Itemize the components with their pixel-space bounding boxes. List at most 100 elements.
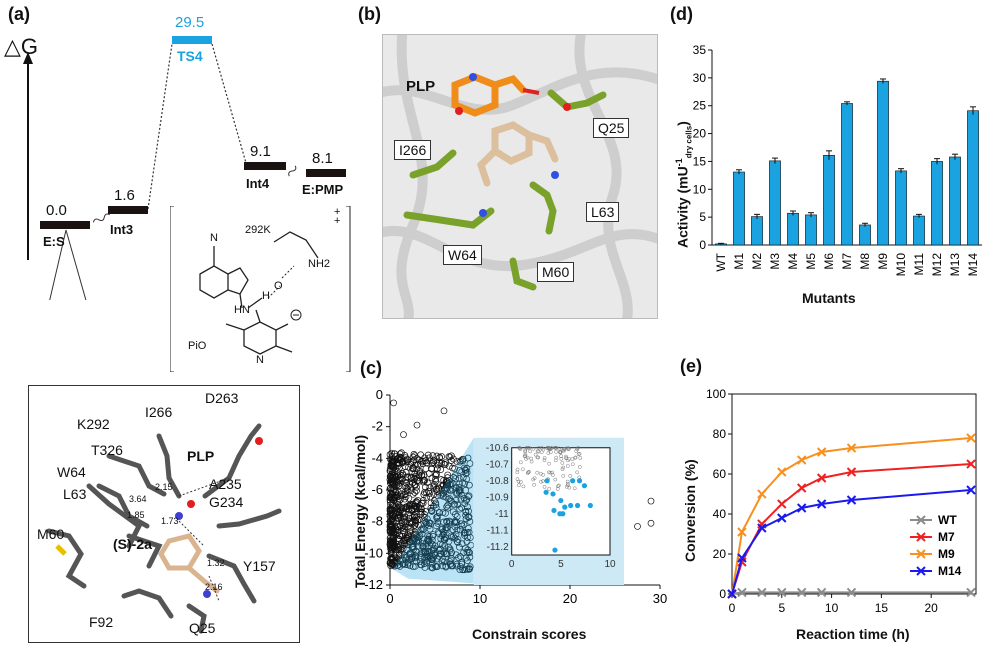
scatter-point xyxy=(423,493,430,501)
ts-ring-n: N xyxy=(256,354,264,366)
scatter-point xyxy=(401,540,408,548)
structure-label-q25: Q25 xyxy=(593,118,630,138)
inset-point xyxy=(518,480,523,484)
scatter-point xyxy=(443,503,450,511)
series-marker-m9 xyxy=(737,527,747,537)
inset-highlight-point xyxy=(568,502,574,509)
level-name-es: E:S xyxy=(43,234,65,249)
bar-m8 xyxy=(859,224,871,246)
scatter-point xyxy=(395,482,403,490)
ts-charge: ++ xyxy=(334,206,341,227)
inset-label-t326: T326 xyxy=(91,442,123,458)
conversion-line-chart: 0 20 40 60 80 100 0 5 10 15 20 WT M7 M9 M14 xyxy=(706,387,977,615)
inset-point xyxy=(565,464,570,468)
scatter-point xyxy=(401,518,409,526)
scatter-point xyxy=(398,524,405,532)
scatter-point xyxy=(456,487,464,494)
scatter-point xyxy=(442,477,450,485)
series-marker-m9 xyxy=(816,447,827,457)
scatter-point xyxy=(466,534,474,541)
inset-point xyxy=(562,448,567,453)
level-value-es: 0.0 xyxy=(46,202,67,219)
activity-bar-chart: 0 5 10 15 20 25 30 35 WT M1 M2 M3 M4 M5 M6 M7 M8 M9 M10 M11… xyxy=(693,43,982,276)
series-marker-wt xyxy=(816,587,827,598)
series-line-m9 xyxy=(731,437,972,595)
scatter-point xyxy=(453,562,461,570)
c-y-tick-label: 0 xyxy=(376,387,383,402)
scatter-point xyxy=(405,541,412,549)
structure-label-plp: PLP xyxy=(406,78,436,95)
scatter-point xyxy=(647,497,655,505)
level-value-int4: 9.1 xyxy=(250,143,271,160)
c-x-tick-label: 30 xyxy=(653,591,667,606)
level-bar-ts4 xyxy=(172,36,212,44)
legend-label-m7: M7 xyxy=(938,530,955,544)
scatter-point xyxy=(409,543,417,550)
d-x-tick-label: M2 xyxy=(750,253,764,270)
bar-m9 xyxy=(877,80,889,246)
scatter-point xyxy=(402,503,410,511)
inset-point xyxy=(554,449,558,454)
scatter-point xyxy=(424,548,431,556)
structure-label-i266: I266 xyxy=(394,140,432,160)
scatter-point xyxy=(426,519,434,527)
series-marker-m14 xyxy=(757,523,767,533)
ts-structure: 292K ++ N NH2 O H HN PiO N xyxy=(170,206,354,372)
inset-point xyxy=(548,470,553,475)
level-bar-es xyxy=(40,221,90,229)
e-x-tick-label: 0 xyxy=(729,601,736,615)
bar-m10 xyxy=(895,170,907,246)
inset-label-d263: D263 xyxy=(205,390,239,406)
legend-label-m9: M9 xyxy=(938,547,955,561)
inset-point xyxy=(559,456,564,461)
c-y-tick-label: -4 xyxy=(371,450,383,465)
inset-highlight-point xyxy=(551,507,557,514)
scatter-point xyxy=(423,489,430,497)
panel-d-xlabel: Mutants xyxy=(802,290,856,306)
scatter-point xyxy=(388,544,396,551)
scatter-point xyxy=(399,471,407,479)
inset-point xyxy=(572,486,577,491)
series-marker-m9 xyxy=(797,455,807,465)
inset-label-y157: Y157 xyxy=(243,558,276,574)
scatter-point xyxy=(463,475,470,483)
inset-point xyxy=(533,452,538,457)
scatter-point xyxy=(444,501,452,509)
inset-point xyxy=(547,446,551,451)
e-y-tick-label: 80 xyxy=(713,427,727,441)
scatter-point xyxy=(390,529,398,537)
scatter-point xyxy=(387,461,395,469)
inset-point xyxy=(523,452,528,457)
scatter-point xyxy=(458,560,466,568)
inset-point xyxy=(546,445,551,450)
scatter-point xyxy=(456,458,464,466)
legend-label-m14: M14 xyxy=(938,564,962,578)
series-marker-wt xyxy=(757,587,767,598)
inset-point xyxy=(526,445,530,450)
scatter-point xyxy=(452,496,460,504)
inset-point xyxy=(576,445,581,450)
scatter-point xyxy=(441,461,449,468)
scatter-point xyxy=(397,546,405,554)
scatter-point xyxy=(464,524,472,532)
inset-point xyxy=(564,454,568,459)
scatter-point xyxy=(442,509,449,517)
inset-point xyxy=(574,449,579,453)
scatter-point xyxy=(430,482,438,490)
inset-distance-6: 2.16 xyxy=(205,582,223,592)
scatter-point xyxy=(430,457,437,464)
scatter-point xyxy=(433,515,441,523)
ts-pio: PiO xyxy=(188,340,207,352)
inset-point xyxy=(528,449,533,454)
scatter-point xyxy=(433,514,440,521)
scatter-point xyxy=(425,487,432,495)
scatter-point xyxy=(428,507,436,515)
scatter-point xyxy=(427,493,434,501)
c-y-tick-label: -12 xyxy=(364,577,383,592)
scatter-point xyxy=(396,532,404,539)
panel-e-label: (e) xyxy=(680,356,702,376)
scatter-point xyxy=(392,509,400,517)
e-x-tick-label: 10 xyxy=(825,601,839,615)
scatter-point xyxy=(444,478,451,485)
inset-label-k292: K292 xyxy=(77,416,110,432)
